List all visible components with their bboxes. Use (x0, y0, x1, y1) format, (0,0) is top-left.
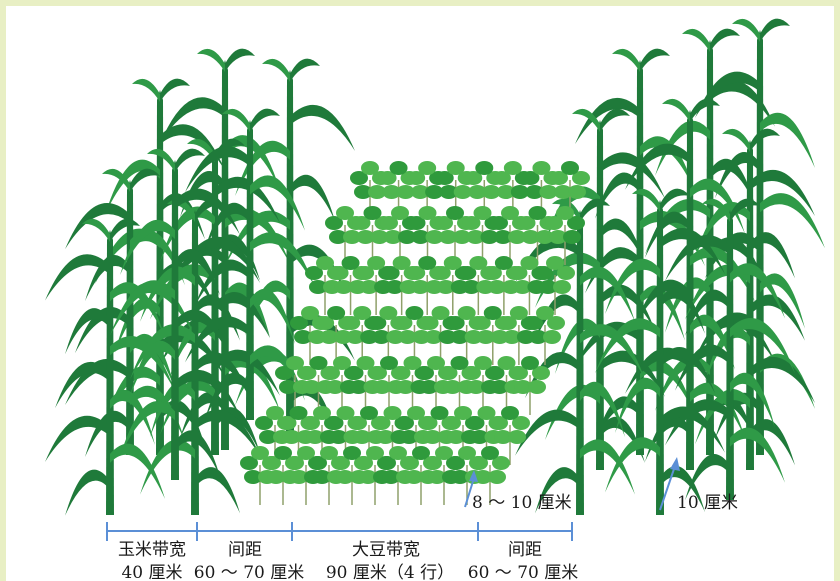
soybean-belt (240, 161, 590, 505)
soybean-row (325, 206, 585, 265)
corn-plant (515, 198, 645, 515)
soybean-row (290, 306, 565, 365)
corn-plant (595, 188, 725, 515)
soy-spacing-label: 8 ～ 10 厘米 (472, 493, 572, 513)
soybean-row (255, 406, 530, 465)
corn-plant (665, 198, 795, 501)
corn-plant (45, 218, 175, 516)
band-corn-width: 40 厘米 (121, 563, 182, 581)
soy-spacing-arrow (464, 470, 478, 508)
band-corn-name: 玉米带宽 (118, 540, 186, 560)
band-gap-left-name: 间距 (228, 540, 262, 560)
corn-belt-right (515, 18, 825, 515)
soybean-row (275, 356, 550, 415)
corn-belt-left (45, 48, 355, 516)
soybean-row (305, 256, 575, 315)
corn-spacing-label: 10 厘米 (677, 493, 738, 513)
corn-plant (110, 148, 240, 480)
dimension-line (106, 522, 573, 541)
corn-plant (185, 108, 315, 420)
soybean-row (240, 446, 510, 505)
band-soy-width: 90 厘米（4 行） (326, 563, 454, 581)
band-gap-right-name: 间距 (508, 540, 542, 560)
band-soy-name: 大豆带宽 (352, 540, 420, 560)
corn-spacing-arrow (659, 457, 680, 511)
soybean-row (350, 161, 590, 220)
band-gap-right-width: 60 ～ 70 厘米 (468, 563, 578, 581)
band-gap-left-width: 60 ～ 70 厘米 (194, 563, 304, 581)
